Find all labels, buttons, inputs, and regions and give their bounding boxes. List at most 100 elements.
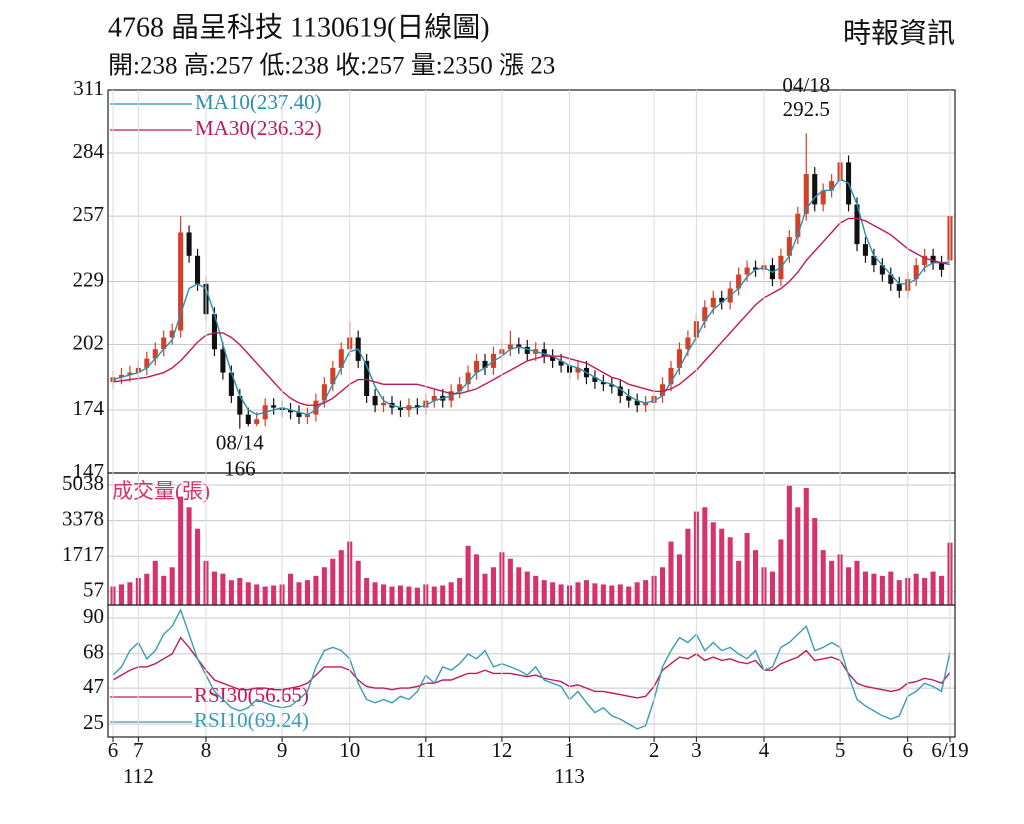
candle-body [178, 232, 184, 331]
volume-bar [922, 578, 928, 605]
volume-bar [541, 580, 547, 605]
candle-body [913, 265, 919, 280]
y-tick-label: 3378 [62, 506, 104, 530]
candle-body [482, 360, 488, 368]
volume-bar [440, 585, 446, 605]
candle-body [879, 265, 885, 275]
volume-bar [812, 518, 818, 605]
volume-bar [930, 571, 936, 605]
x-tick-label: 6 [108, 738, 119, 762]
volume-bar [228, 580, 234, 605]
candle-body [643, 402, 649, 406]
x-tick-label: 1 [564, 738, 575, 762]
candle-body [803, 174, 809, 214]
volume-bar [862, 571, 868, 605]
volume-bar [262, 586, 268, 605]
candle-body [812, 174, 818, 205]
volume-bar [195, 528, 201, 605]
volume-bar [431, 586, 437, 605]
candle-body [592, 377, 598, 382]
year-label: 113 [554, 764, 585, 788]
volume-bar [338, 550, 344, 605]
candle-body [245, 414, 251, 424]
candle-body [710, 297, 716, 308]
candle-body [474, 360, 480, 373]
candle-body [465, 372, 471, 385]
x-tick-label: 2 [649, 738, 660, 762]
candle-body [288, 409, 294, 413]
y-tick-label: 284 [73, 139, 105, 163]
chart-title: 4768 晶呈科技 1130619(日線圖) [108, 11, 490, 43]
year-label: 112 [123, 764, 154, 788]
volume-bar [245, 582, 251, 605]
volume-bar [118, 584, 124, 605]
line [112, 217, 951, 406]
x-tick-label: 6/19 [931, 738, 968, 762]
volume-bar [406, 586, 412, 605]
candle-body [871, 255, 877, 266]
candle-body [626, 395, 632, 401]
volume-bar [237, 578, 243, 605]
subtitle: 開:238 高:257 低:238 收:257 量:2350 漲 23 [108, 52, 555, 80]
volume-bar [871, 573, 877, 605]
volume-bar [414, 587, 420, 605]
volume-bar [524, 571, 530, 605]
candle-body [118, 374, 124, 378]
candle-body [922, 255, 928, 266]
volume-bar [736, 560, 742, 605]
candle-body [338, 349, 344, 368]
y-tick-label: 1717 [62, 542, 104, 566]
candle-body [304, 414, 310, 417]
volume-bar [220, 573, 226, 605]
candle-body [795, 213, 801, 238]
volume-bar [161, 575, 167, 605]
candle-body [668, 367, 674, 385]
x-tick-label: 9 [277, 738, 288, 762]
legend-label: MA30(236.32) [195, 116, 322, 140]
volume-bar [719, 528, 725, 605]
volume-bar [727, 537, 733, 605]
volume-bar [854, 560, 860, 605]
candle-body [685, 337, 691, 350]
volume-bar [643, 580, 649, 605]
volume-bar [550, 582, 556, 605]
volume-bar [288, 573, 294, 605]
volume-bar [144, 573, 150, 605]
volume-bar [634, 582, 640, 605]
annotation-value: 292.5 [783, 97, 830, 121]
volume-bar [169, 567, 175, 605]
candle-body [829, 181, 835, 191]
candle-body [930, 255, 936, 263]
volume-bar [913, 573, 919, 605]
y-tick-label: 257 [73, 202, 105, 226]
volume-bar [820, 550, 826, 605]
volume-bar [465, 545, 471, 605]
y-tick-label: 68 [83, 640, 104, 664]
volume-bar [600, 584, 606, 605]
volume-bar [939, 575, 945, 605]
volume-bar [533, 575, 539, 605]
x-tick-label: 10 [339, 738, 360, 762]
candle-body [254, 419, 260, 424]
candle-body [296, 412, 302, 417]
y-tick-label: 147 [73, 459, 105, 483]
volume-bar [660, 567, 666, 605]
annotation-date: 04/18 [782, 73, 830, 97]
volume-bar [296, 582, 302, 605]
volume-bar [178, 496, 184, 605]
candle-body [617, 386, 623, 396]
candle-body [939, 262, 945, 270]
volume-bar [457, 578, 463, 605]
volume-bar [786, 485, 792, 605]
candle-body [195, 255, 201, 284]
volume-bar [676, 554, 682, 605]
candle-body [786, 237, 792, 256]
candle-body [414, 405, 420, 408]
volume-bar [271, 585, 277, 605]
y-tick-label: 90 [83, 604, 104, 628]
candle-body [364, 360, 370, 396]
volume-bar [744, 533, 750, 605]
volume-bar [769, 571, 775, 605]
volume-bar [304, 580, 310, 605]
volume-bar [710, 522, 716, 605]
